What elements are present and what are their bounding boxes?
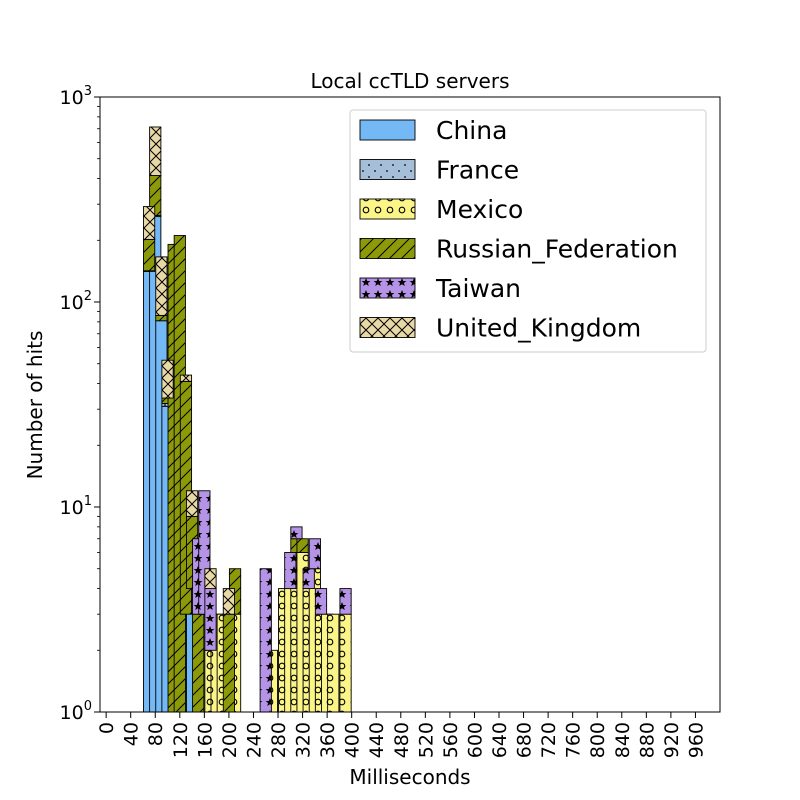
legend-label: Russian_Federation <box>436 235 678 264</box>
legend-entry-france: France <box>359 156 519 185</box>
legend-swatch <box>359 238 416 259</box>
legend-entry-taiwan: Taiwan <box>359 274 521 303</box>
x-tick-label: 480 <box>391 722 413 758</box>
x-tick-label: 40 <box>121 722 143 746</box>
x-tick-label: 640 <box>489 722 511 758</box>
bar-taiwan-150 <box>198 490 211 615</box>
x-tick-label: 120 <box>170 722 192 758</box>
bar-russian-federation-310 <box>296 538 309 553</box>
y-axis-label: Number of hits <box>23 331 47 480</box>
bar-united-kingdom-90 <box>161 359 174 399</box>
legend-entry-russian-federation: Russian_Federation <box>359 235 678 264</box>
y-axis: 100 101 102 103 <box>60 84 100 724</box>
y-tick-label: 102 <box>60 289 92 314</box>
bar-russian-federation-190 <box>222 613 235 713</box>
bar-taiwan-250 <box>259 568 272 713</box>
bar-russian-federation-60 <box>143 238 156 272</box>
x-tick-label: 560 <box>440 722 462 758</box>
legend-swatch <box>359 119 416 141</box>
x-tick-label: 760 <box>563 722 585 758</box>
x-tick-label: 960 <box>685 722 707 758</box>
bar-united-kingdom-160 <box>204 568 217 590</box>
plot-frame <box>99 96 721 713</box>
bar-taiwan-320 <box>302 568 315 590</box>
y-tick-label: 100 <box>60 699 92 724</box>
legend-swatch <box>359 159 416 180</box>
bar-taiwan-380 <box>339 588 352 615</box>
x-tick-label: 200 <box>219 722 241 758</box>
x-tick-label: 80 <box>145 722 167 746</box>
bar-russian-federation-80 <box>155 314 168 322</box>
bar-united-kingdom-60 <box>143 206 156 240</box>
x-tick-label: 800 <box>587 722 609 758</box>
x-tick-label: 920 <box>661 722 683 758</box>
x-tick-label: 320 <box>293 722 315 758</box>
legend-label: China <box>436 116 507 145</box>
legend-entry-china: China <box>359 116 507 145</box>
x-tick-label: 400 <box>342 722 364 758</box>
legend-label: France <box>436 156 519 185</box>
x-tick-label: 160 <box>194 722 216 758</box>
legend-label: United_Kingdom <box>436 314 641 343</box>
bar-united-kingdom-120 <box>179 374 193 382</box>
bar-taiwan-290 <box>284 552 297 590</box>
legend-label: Mexico <box>436 195 523 224</box>
legend-swatch <box>359 277 416 299</box>
bar-united-kingdom-190 <box>222 588 235 615</box>
bar-united-kingdom-70 <box>149 126 162 176</box>
bar-united-kingdom-80 <box>155 256 168 316</box>
bars-layer <box>143 126 352 713</box>
bar-taiwan-330 <box>308 538 321 570</box>
x-tick-label: 880 <box>636 722 658 758</box>
x-tick-label: 520 <box>415 722 437 758</box>
legend-entry-mexico: Mexico <box>359 195 523 224</box>
legend-box <box>349 109 707 353</box>
x-tick-label: 0 <box>96 722 118 734</box>
x-tick-label: 280 <box>268 722 290 758</box>
bar-united-kingdom-130 <box>185 490 199 517</box>
bar-taiwan-300 <box>290 526 303 540</box>
x-tick-label: 240 <box>243 722 265 758</box>
bar-mexico-360 <box>327 613 340 713</box>
bar-taiwan-340 <box>314 588 328 615</box>
y-tick-label: 103 <box>60 84 92 109</box>
y-tick-label: 101 <box>60 494 92 519</box>
x-tick-label: 680 <box>514 722 536 758</box>
legend: China France Mexico Russian_Federation Taiwa… <box>349 109 707 353</box>
x-axis-label: Milliseconds <box>349 765 470 789</box>
legend-swatch <box>359 198 416 220</box>
x-tick-label: 440 <box>366 722 388 758</box>
legend-label: Taiwan <box>435 274 521 303</box>
legend-swatch <box>359 317 416 338</box>
bar-russian-federation-140 <box>192 613 205 713</box>
bar-taiwan-160 <box>204 588 217 651</box>
x-tick-label: 360 <box>317 722 339 758</box>
chart-title: Local ccTLD servers <box>310 69 509 93</box>
x-tick-label: 840 <box>612 722 634 758</box>
bar-mexico-380 <box>339 613 352 713</box>
x-tick-label: 600 <box>464 722 486 758</box>
x-axis: 0 40 80 120 160 200 240 280 320 360 400 440 480 520 56… <box>96 712 707 758</box>
x-tick-label: 720 <box>538 722 560 758</box>
legend-entry-united-kingdom: United_Kingdom <box>359 314 641 343</box>
